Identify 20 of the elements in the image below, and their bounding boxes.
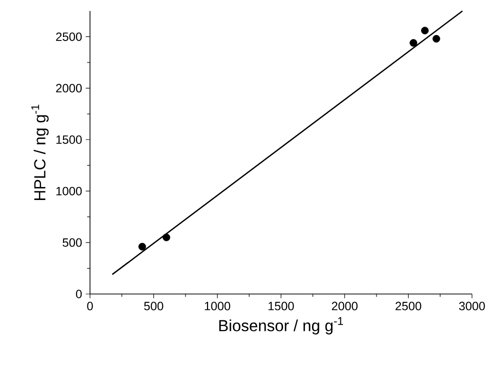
y-tick-label: 1000 [56, 186, 82, 196]
point [432, 34, 440, 43]
x-tick-label: 2500 [396, 302, 422, 310]
x-tick-label: 1500 [268, 302, 294, 310]
point [421, 26, 429, 34]
x-tick-label: 1000 [204, 302, 230, 310]
y-tick-label: 2000 [56, 84, 82, 92]
point [410, 39, 418, 47]
x-tick-label: 0 [87, 302, 93, 310]
y-axis-title: HPLC / ng g$^{-1}$ [31, 104, 49, 200]
y-tick-label: 0 [76, 290, 82, 298]
point [162, 234, 170, 242]
y-tick-label: 1500 [56, 135, 82, 144]
point [138, 242, 146, 250]
x-tick-label: 2000 [332, 302, 358, 310]
y-tick-label: 2500 [56, 32, 82, 41]
y-tick-label: 500 [62, 238, 82, 247]
x-axis-title: Biosensor / ng g$^{-1}$ [219, 317, 343, 334]
x-tick-label: 500 [144, 302, 164, 310]
x-tick-label: 3000 [459, 302, 485, 310]
